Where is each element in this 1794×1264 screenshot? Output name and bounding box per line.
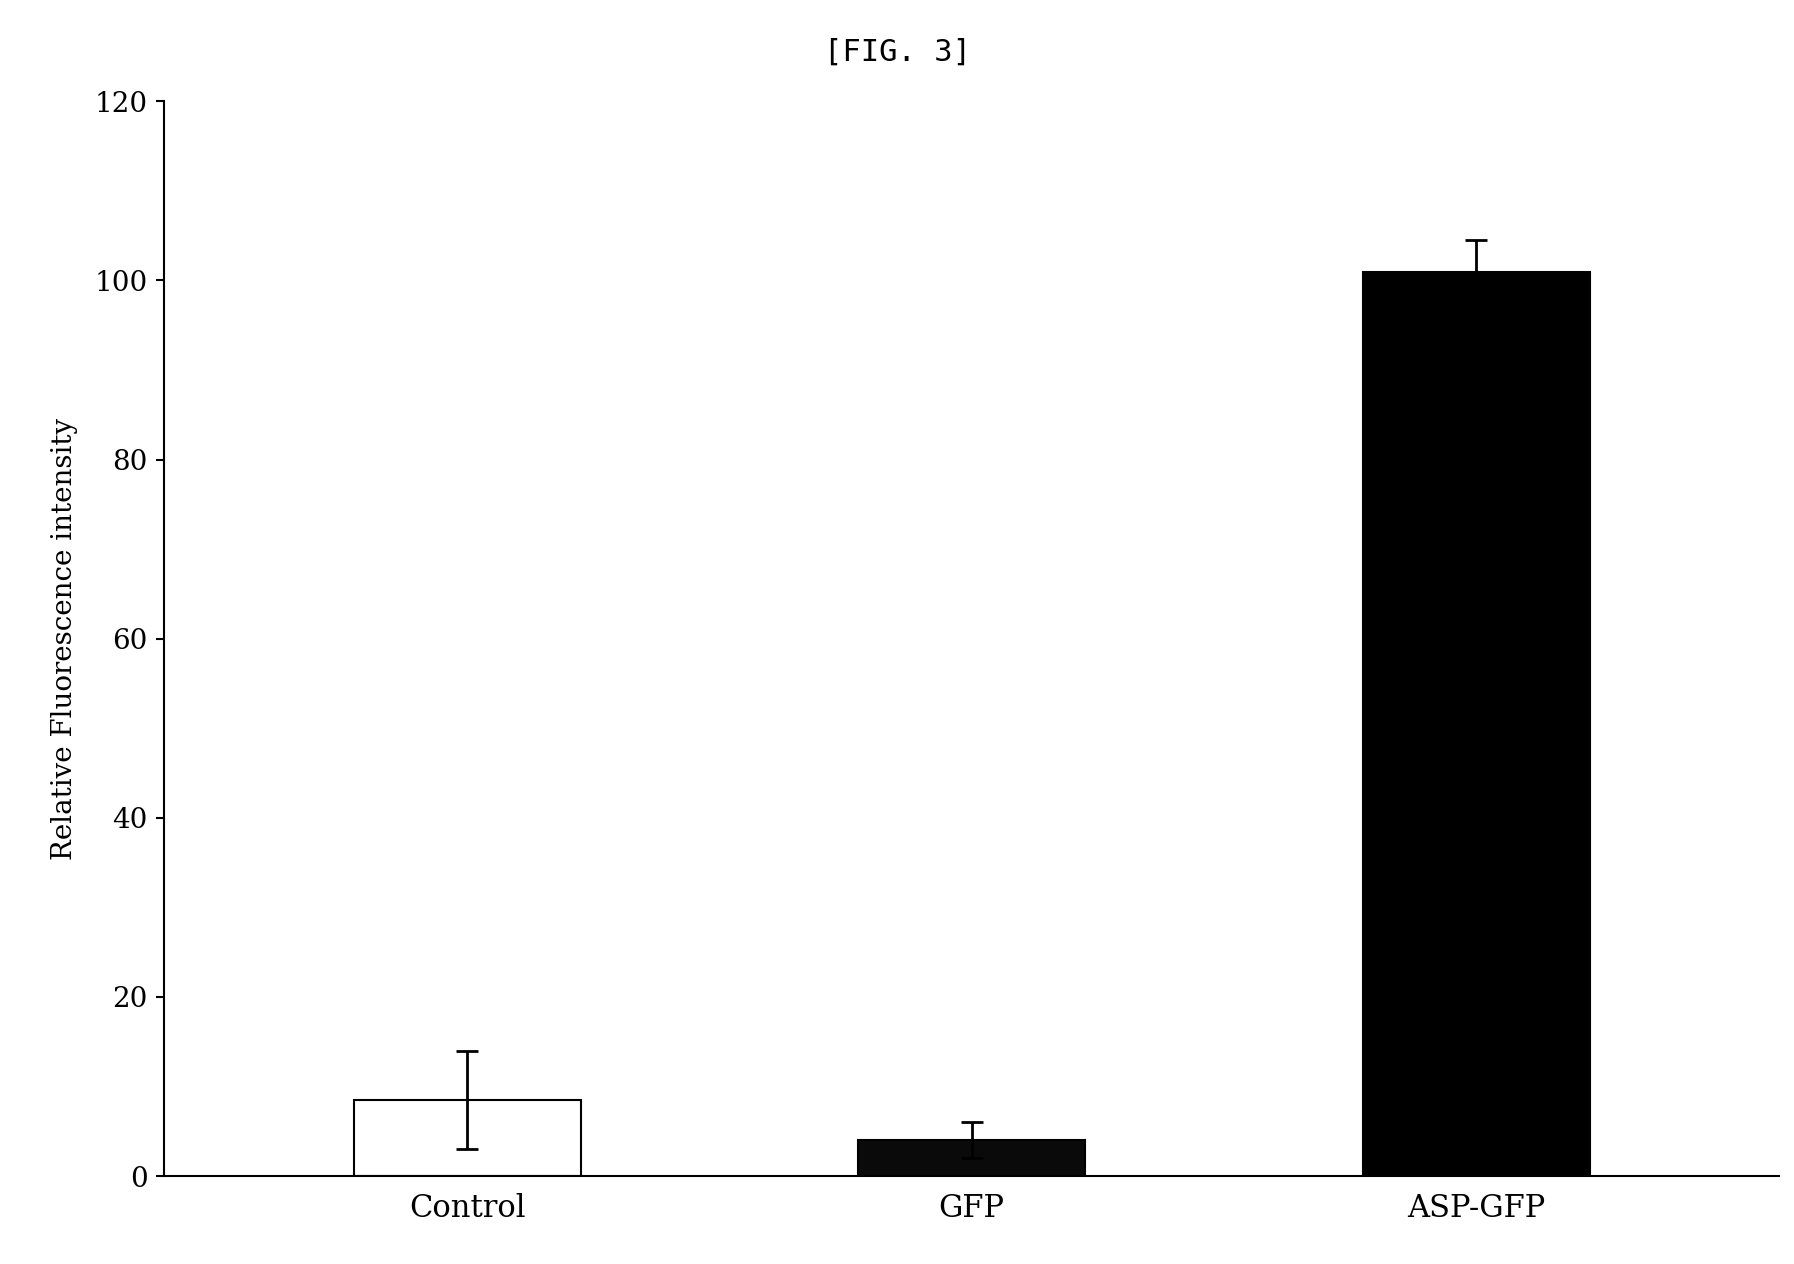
Bar (858, 1140, 1085, 1176)
Y-axis label: Relative Fluorescence intensity: Relative Fluorescence intensity (50, 417, 77, 860)
Bar (353, 1100, 581, 1176)
Text: [FIG. 3]: [FIG. 3] (823, 38, 971, 67)
Bar (1363, 272, 1589, 1176)
